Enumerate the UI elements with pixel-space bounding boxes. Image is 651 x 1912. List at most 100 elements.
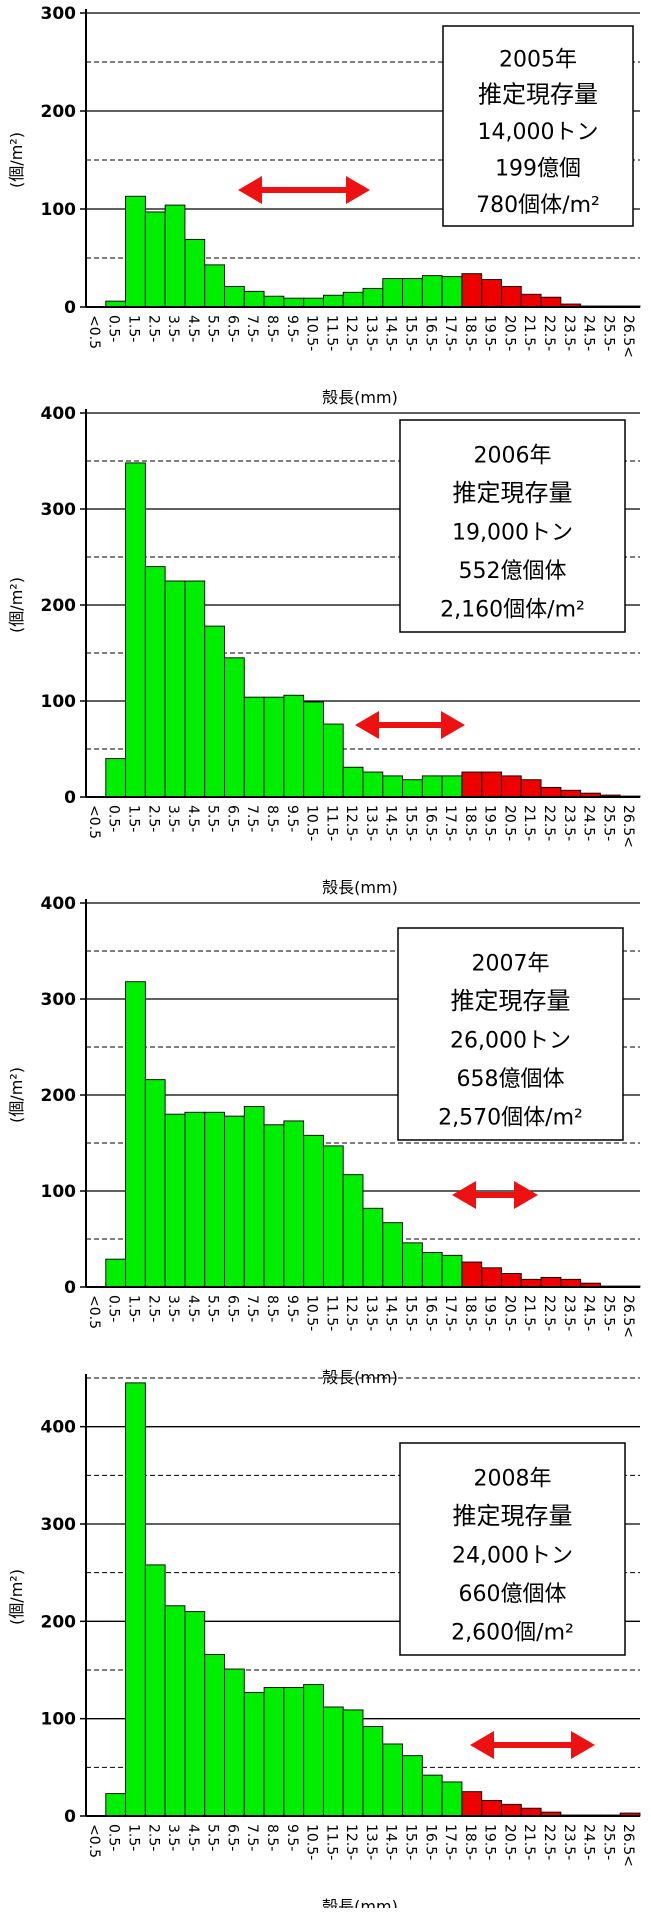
bar-4.5- — [184, 1111, 206, 1288]
bar-2.5- — [144, 1079, 166, 1288]
x-tick-label: 7.5- — [244, 1824, 260, 1851]
x-tick-label: 21.5- — [521, 1824, 537, 1860]
bar-11.5- — [322, 723, 344, 798]
bar-14.5- — [382, 278, 404, 308]
bar-17.5- — [441, 1781, 463, 1817]
bar-5.5- — [204, 264, 225, 308]
annotation-line: 推定現存量 — [451, 987, 571, 1015]
bar-4.5- — [184, 1611, 206, 1817]
bar-14.5- — [382, 1222, 404, 1288]
bar-19.5- — [481, 1267, 502, 1288]
y-tick-label: 100 — [41, 1182, 77, 1202]
bar-3.5- — [164, 580, 186, 798]
x-tick-label: 20.5- — [501, 1824, 517, 1860]
bar-20.5- — [501, 285, 522, 308]
bar-9.5- — [283, 1120, 305, 1288]
x-tick-label: 15.5- — [402, 1295, 418, 1331]
bar-14.5- — [382, 775, 404, 798]
bar-7.5- — [243, 696, 265, 798]
x-tick-label: <0.5 — [86, 1295, 102, 1329]
y-axis-label: (個/m²) — [7, 577, 26, 633]
x-axis-label: 殻長(mm) — [322, 878, 398, 897]
bar-16.5- — [421, 775, 443, 798]
y-tick-label: 200 — [41, 102, 77, 122]
annotation-line: 2007年 — [472, 952, 550, 977]
x-tick-label: 25.5- — [600, 1824, 616, 1860]
x-tick-label: 13.5- — [363, 1295, 379, 1331]
y-axis-label: (個/m²) — [7, 132, 26, 188]
x-tick-label: 15.5- — [402, 1824, 418, 1860]
x-tick-label: 10.5- — [304, 1824, 320, 1860]
x-tick-label: 18.5- — [462, 1295, 478, 1331]
x-tick-label: 13.5- — [363, 805, 379, 841]
x-tick-label: 16.5- — [422, 1824, 438, 1860]
bar-11.5- — [322, 294, 344, 308]
bar-21.5- — [520, 293, 542, 308]
x-tick-label: 26.5< — [620, 1824, 636, 1867]
bar-15.5- — [402, 779, 423, 798]
x-tick-label: 25.5- — [600, 1295, 616, 1331]
x-tick-label: 18.5- — [462, 315, 478, 351]
bar-6.5- — [224, 1668, 245, 1817]
y-tick-label: 200 — [41, 596, 77, 616]
bar-19.5- — [481, 1799, 502, 1817]
y-tick-label: 200 — [41, 1612, 77, 1632]
annotation-line: 660億個体 — [459, 1582, 567, 1607]
x-tick-label: 17.5- — [442, 315, 458, 351]
x-tick-label: 5.5- — [205, 315, 221, 342]
bar-17.5- — [441, 775, 463, 798]
x-tick-label: 26.5< — [620, 1295, 636, 1338]
x-tick-label: <0.5 — [86, 805, 102, 839]
bar-7.5- — [243, 1106, 265, 1288]
y-tick-label: 400 — [41, 1418, 77, 1438]
x-tick-label: 5.5- — [205, 1824, 221, 1851]
x-tick-label: 13.5- — [363, 315, 379, 351]
annotation-line: 552億個体 — [459, 559, 567, 584]
bar-8.5- — [263, 1687, 285, 1817]
bar-21.5- — [520, 1807, 542, 1817]
x-tick-label: 12.5- — [343, 315, 359, 351]
annotation-line: 26,000トン — [450, 1029, 571, 1054]
chart-2: 0 100 200 300 400 <0.5 0.5- 1.5- 2.5- 3.5- 4.5- 5.5… — [7, 404, 641, 897]
x-tick-label: 1.5- — [125, 805, 141, 832]
x-tick-label: 2.5- — [145, 805, 161, 832]
x-tick-label: 19.5- — [482, 805, 498, 841]
x-tick-label: 4.5- — [185, 805, 201, 832]
bar-18.5- — [461, 1791, 483, 1817]
x-tick-label: 23.5- — [561, 1295, 577, 1331]
bar-8.5- — [263, 696, 285, 798]
x-tick-label: 24.5- — [581, 1824, 597, 1860]
x-tick-label: 9.5- — [284, 1295, 300, 1322]
bar-23.5- — [560, 1278, 582, 1288]
bar-9.5- — [283, 1687, 305, 1817]
y-tick-label: 200 — [41, 1086, 77, 1106]
bar-22.5- — [540, 296, 562, 308]
bar-21.5- — [520, 779, 542, 798]
x-tick-label: 6.5- — [224, 805, 240, 832]
x-tick-label: 17.5- — [442, 805, 458, 841]
y-tick-label: 0 — [64, 1807, 76, 1827]
bar-21.5- — [520, 1278, 542, 1288]
x-tick-label: 17.5- — [442, 1295, 458, 1331]
bar-5.5- — [204, 1653, 225, 1817]
x-tick-label: <0.5 — [86, 315, 102, 349]
x-tick-label: 22.5- — [541, 315, 557, 351]
y-tick-label: 400 — [41, 404, 77, 424]
bar-0.5- — [105, 1793, 127, 1817]
bar-15.5- — [402, 1755, 423, 1817]
x-tick-label: 23.5- — [561, 315, 577, 351]
x-tick-label: 3.5- — [165, 1295, 181, 1322]
bar-12.5- — [342, 766, 364, 798]
bar-19.5- — [481, 771, 502, 798]
x-tick-label: 9.5- — [284, 315, 300, 342]
annotation-line: 2,160個体/m² — [440, 598, 585, 623]
x-tick-label: 1.5- — [125, 1295, 141, 1322]
x-tick-label: 11.5- — [323, 805, 339, 841]
x-tick-label: 6.5- — [224, 315, 240, 342]
x-tick-label: 11.5- — [323, 1295, 339, 1331]
bar-11.5- — [322, 1706, 344, 1817]
x-tick-label: 21.5- — [521, 805, 537, 841]
x-tick-label: 26.5< — [620, 315, 636, 358]
bar-10.5- — [303, 297, 324, 308]
